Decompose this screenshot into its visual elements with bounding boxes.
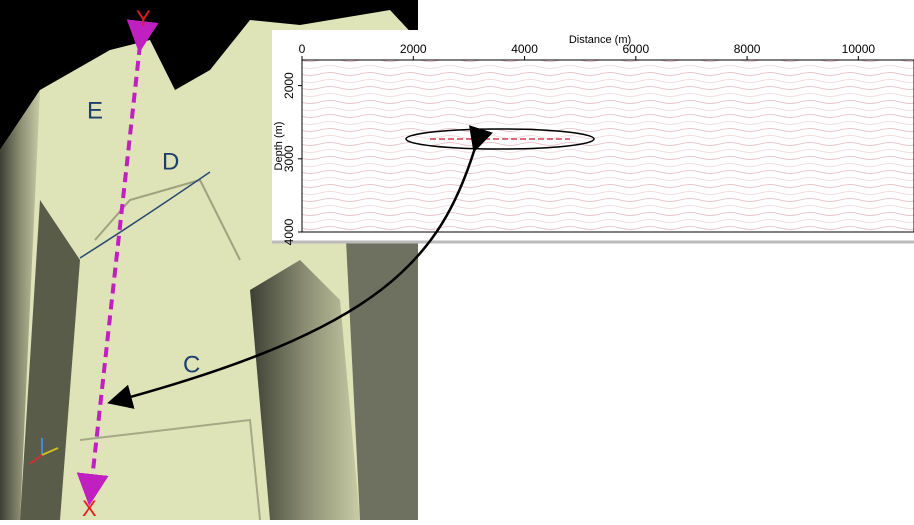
- y-tick-label: 3000: [282, 145, 296, 172]
- y-tick-label: 4000: [282, 218, 296, 245]
- x-tick-label: 10000: [842, 42, 876, 56]
- x-tick-label: 0: [299, 42, 306, 56]
- figure: E D C Y X Distance (m) Depth (m) 0 2000 40…: [0, 0, 914, 520]
- x-tick-label: 4000: [511, 42, 538, 56]
- profile-label: Y: [136, 6, 151, 31]
- terrain-label: C: [183, 351, 200, 378]
- seismic-panel: Distance (m) Depth (m): [272, 30, 914, 242]
- plot-area: [302, 60, 914, 232]
- terrain-label: D: [162, 148, 179, 175]
- page: E D C Y X Distance (m) Depth (m) 0 2000 40…: [0, 0, 914, 520]
- x-tick-label: 6000: [622, 42, 649, 56]
- y-tick-label: 2000: [282, 72, 296, 99]
- x-tick-label: 2000: [400, 42, 427, 56]
- profile-label: X: [82, 496, 97, 520]
- terrain-label: E: [87, 97, 103, 124]
- x-tick-label: 8000: [734, 42, 761, 56]
